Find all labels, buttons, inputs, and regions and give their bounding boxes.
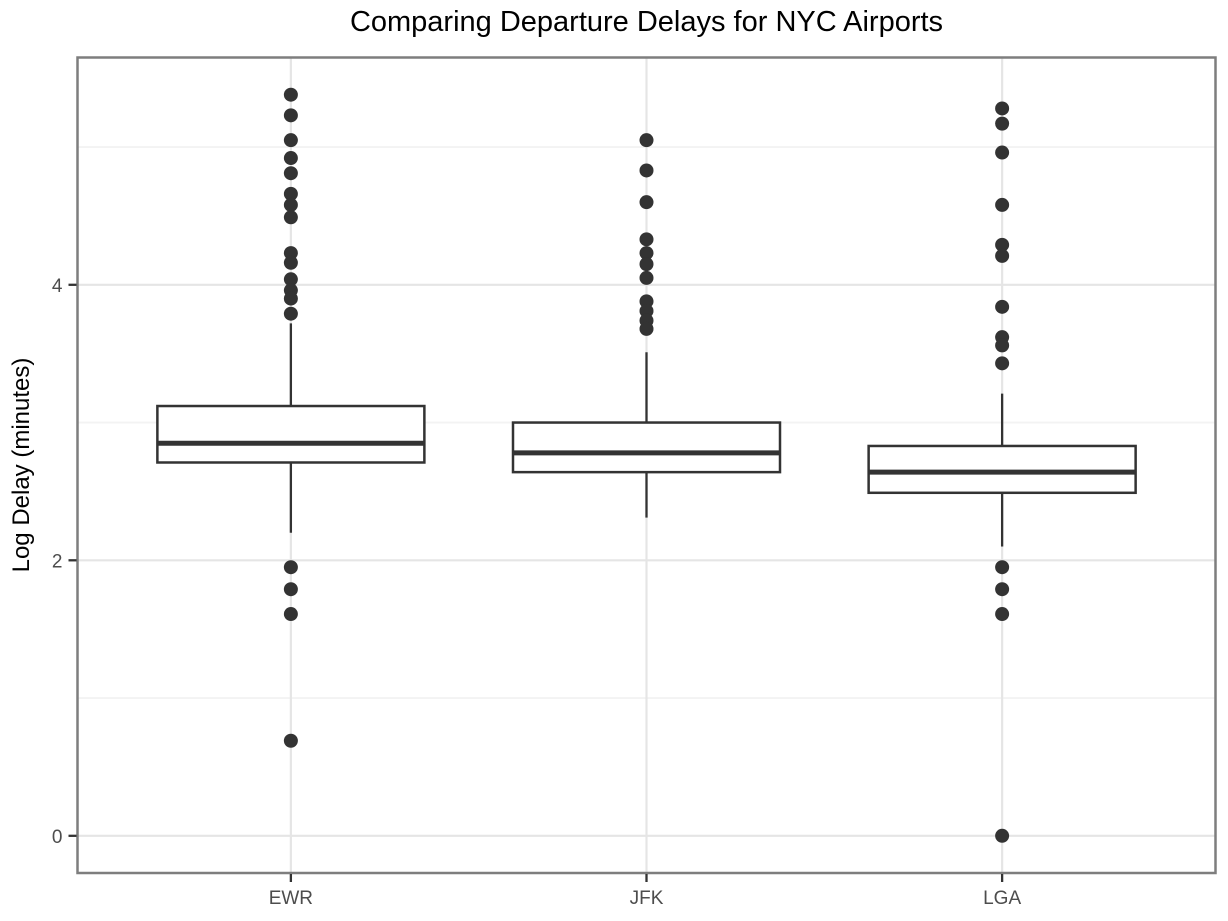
outlier-point (995, 299, 1010, 314)
outlier-point (995, 248, 1010, 263)
outlier-point (283, 291, 298, 306)
y-axis-title: Log Delay (minutes) (8, 357, 35, 573)
outlier-point (283, 582, 298, 597)
outlier-point (283, 166, 298, 181)
outlier-point (995, 828, 1010, 843)
outlier-point (283, 210, 298, 225)
outlier-point (283, 246, 298, 261)
panel-border (76, 56, 1217, 875)
outlier-point (995, 356, 1010, 371)
outlier-point (283, 151, 298, 166)
outlier-point (995, 145, 1010, 160)
outlier-point (639, 294, 654, 309)
outlier-point (283, 133, 298, 148)
outlier-point (639, 232, 654, 247)
outlier-point (639, 246, 654, 261)
outlier-point (995, 607, 1010, 622)
boxplot-box (867, 444, 1137, 495)
outlier-point (639, 133, 654, 148)
outlier-point (639, 195, 654, 210)
boxplot-box (511, 421, 782, 474)
outlier-point (283, 186, 298, 201)
outlier-point (283, 108, 298, 123)
outlier-point (995, 237, 1010, 252)
outlier-point (283, 306, 298, 321)
outlier-point (283, 197, 298, 212)
outlier-point (283, 272, 298, 287)
outlier-point (639, 303, 654, 318)
x-tick-label: JFK (630, 888, 664, 909)
y-tick-label: 4 (52, 276, 63, 297)
outlier-point (639, 321, 654, 336)
outlier-point (995, 101, 1010, 116)
x-tick-label: LGA (983, 888, 1021, 909)
outlier-point (995, 338, 1010, 353)
outlier-point (639, 257, 654, 272)
outlier-point (639, 163, 654, 178)
outlier-point (283, 560, 298, 575)
y-tick-label: 2 (52, 551, 63, 572)
outlier-point (283, 607, 298, 622)
boxplot-box (156, 404, 426, 464)
outlier-point (283, 87, 298, 102)
outlier-point (995, 582, 1010, 597)
chart-title: Comparing Departure Delays for NYC Airpo… (349, 6, 944, 38)
outlier-point (639, 270, 654, 285)
outlier-point (995, 116, 1010, 131)
outlier-point (995, 197, 1010, 212)
outlier-point (283, 733, 298, 748)
x-tick-label: EWR (269, 888, 313, 909)
y-tick-label: 0 (52, 827, 63, 848)
outlier-point (995, 560, 1010, 575)
outlier-point (283, 255, 298, 270)
